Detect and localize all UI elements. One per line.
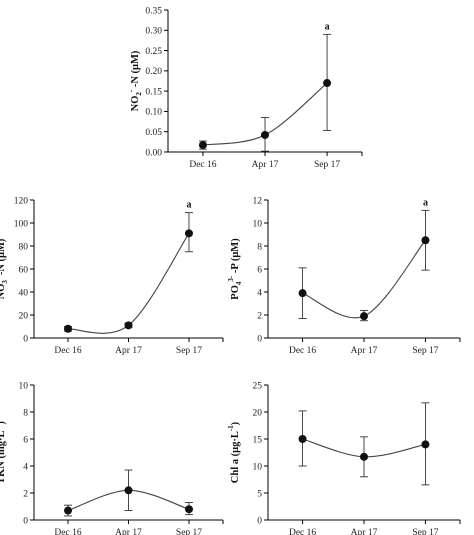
data-point	[184, 505, 193, 514]
y-tick-label: 10	[19, 381, 29, 391]
y-tick-label: 2	[23, 489, 28, 499]
y-tick-label: 80	[19, 242, 29, 252]
y-tick-label: 0	[23, 516, 28, 526]
chart-no3: 0 20 40 60 80 100 120 Dec 16 Apr 17 Sep 17 NO3- -N…	[0, 196, 224, 356]
x-tick-label: Dec 16	[289, 528, 316, 535]
data-point	[124, 486, 133, 495]
significance-label: a	[186, 200, 191, 211]
y-tick-label: 0.30	[145, 27, 162, 37]
y-axis-label: TKN (mg·L-1)	[0, 421, 7, 484]
data-point	[64, 506, 73, 515]
x-tick-label: Dec 16	[54, 528, 81, 535]
y-tick-label: 0.10	[145, 108, 162, 118]
data-point	[184, 229, 193, 238]
y-tick-label: 0.25	[145, 47, 162, 57]
y-tick-label: 2	[257, 311, 262, 321]
y-tick-label: 0.00	[145, 148, 162, 158]
y-tick-label: 60	[19, 265, 29, 275]
data-point	[323, 79, 332, 88]
x-tick-label: Sep 17	[176, 528, 202, 535]
y-tick-label: 0.05	[145, 128, 162, 138]
y-axis-label: Chl a (μg·L-1)	[227, 421, 241, 483]
x-tick-label: Sep 17	[412, 346, 438, 356]
chart-no2: 0.00 0.05 0.10 0.15 0.20 0.25 0.30 0.35 Dec 16 Ap…	[127, 6, 363, 170]
x-tick-label: Apr 17	[115, 528, 142, 535]
y-tick-label: 25	[253, 381, 263, 391]
data-point	[421, 440, 430, 449]
y-tick-label: 15	[253, 435, 263, 445]
x-tick-label: Apr 17	[351, 528, 378, 535]
y-tick-label: 6	[257, 265, 262, 275]
y-tick-label: 20	[19, 311, 29, 321]
y-tick-label: 0.35	[145, 6, 162, 16]
x-tick-label: Sep 17	[412, 528, 438, 535]
y-tick-label: 0.15	[145, 87, 162, 97]
data-point	[421, 236, 430, 245]
significance-label: a	[325, 21, 330, 32]
y-tick-label: 4	[23, 462, 28, 472]
x-tick-label: Dec 16	[289, 346, 316, 356]
data-point	[124, 321, 133, 330]
y-tick-label: 100	[14, 219, 29, 229]
data-point	[64, 324, 73, 333]
x-tick-label: Dec 16	[54, 346, 81, 356]
y-axis-label: NO3- -N (μM)	[0, 238, 9, 299]
y-tick-label: 0	[23, 334, 28, 344]
y-axis-label: PO43- -P (μM)	[227, 238, 243, 300]
data-point	[198, 141, 207, 150]
x-tick-label: Dec 16	[189, 160, 216, 170]
y-tick-label: 0.20	[145, 67, 162, 77]
y-axis-label: NO2- -N (μM)	[127, 50, 143, 111]
y-tick-label: 40	[19, 288, 29, 298]
x-tick-label: Sep 17	[314, 160, 340, 170]
y-tick-label: 120	[14, 196, 29, 206]
y-tick-label: 0	[257, 516, 262, 526]
y-tick-label: 4	[257, 288, 262, 298]
series-line	[302, 239, 426, 319]
y-tick-label: 20	[253, 408, 263, 418]
y-tick-label: 8	[23, 408, 28, 418]
data-point	[261, 130, 269, 139]
data-point	[298, 435, 307, 443]
y-tick-label: 10	[253, 462, 263, 472]
data-point	[298, 289, 307, 298]
y-tick-label: 6	[23, 435, 28, 445]
data-point	[360, 452, 368, 461]
series-line	[67, 233, 190, 334]
data-point	[360, 312, 368, 321]
x-tick-label: Apr 17	[252, 160, 279, 170]
chart-chla: 0 5 10 15 20 25 Dec 16 Apr 17 Sep 17 Chl a (μg·L-…	[227, 381, 461, 535]
x-tick-label: Apr 17	[351, 346, 378, 356]
y-tick-label: 12	[253, 196, 263, 206]
chart-tkn: 0 2 4 6 8 10 Dec 16 Apr 17 Sep 17 TKN (mg·L-1)	[0, 381, 224, 535]
y-tick-label: 10	[253, 219, 263, 229]
significance-label: a	[423, 197, 428, 208]
chart-po4: 0 2 4 6 8 10 12 Dec 16 Apr 17 Sep 17 PO43- -P (μM)…	[227, 196, 461, 356]
y-tick-label: 5	[257, 489, 262, 499]
x-tick-label: Apr 17	[115, 346, 142, 356]
y-tick-label: 0	[257, 334, 262, 344]
y-tick-label: 8	[257, 242, 262, 252]
x-tick-label: Sep 17	[176, 346, 202, 356]
